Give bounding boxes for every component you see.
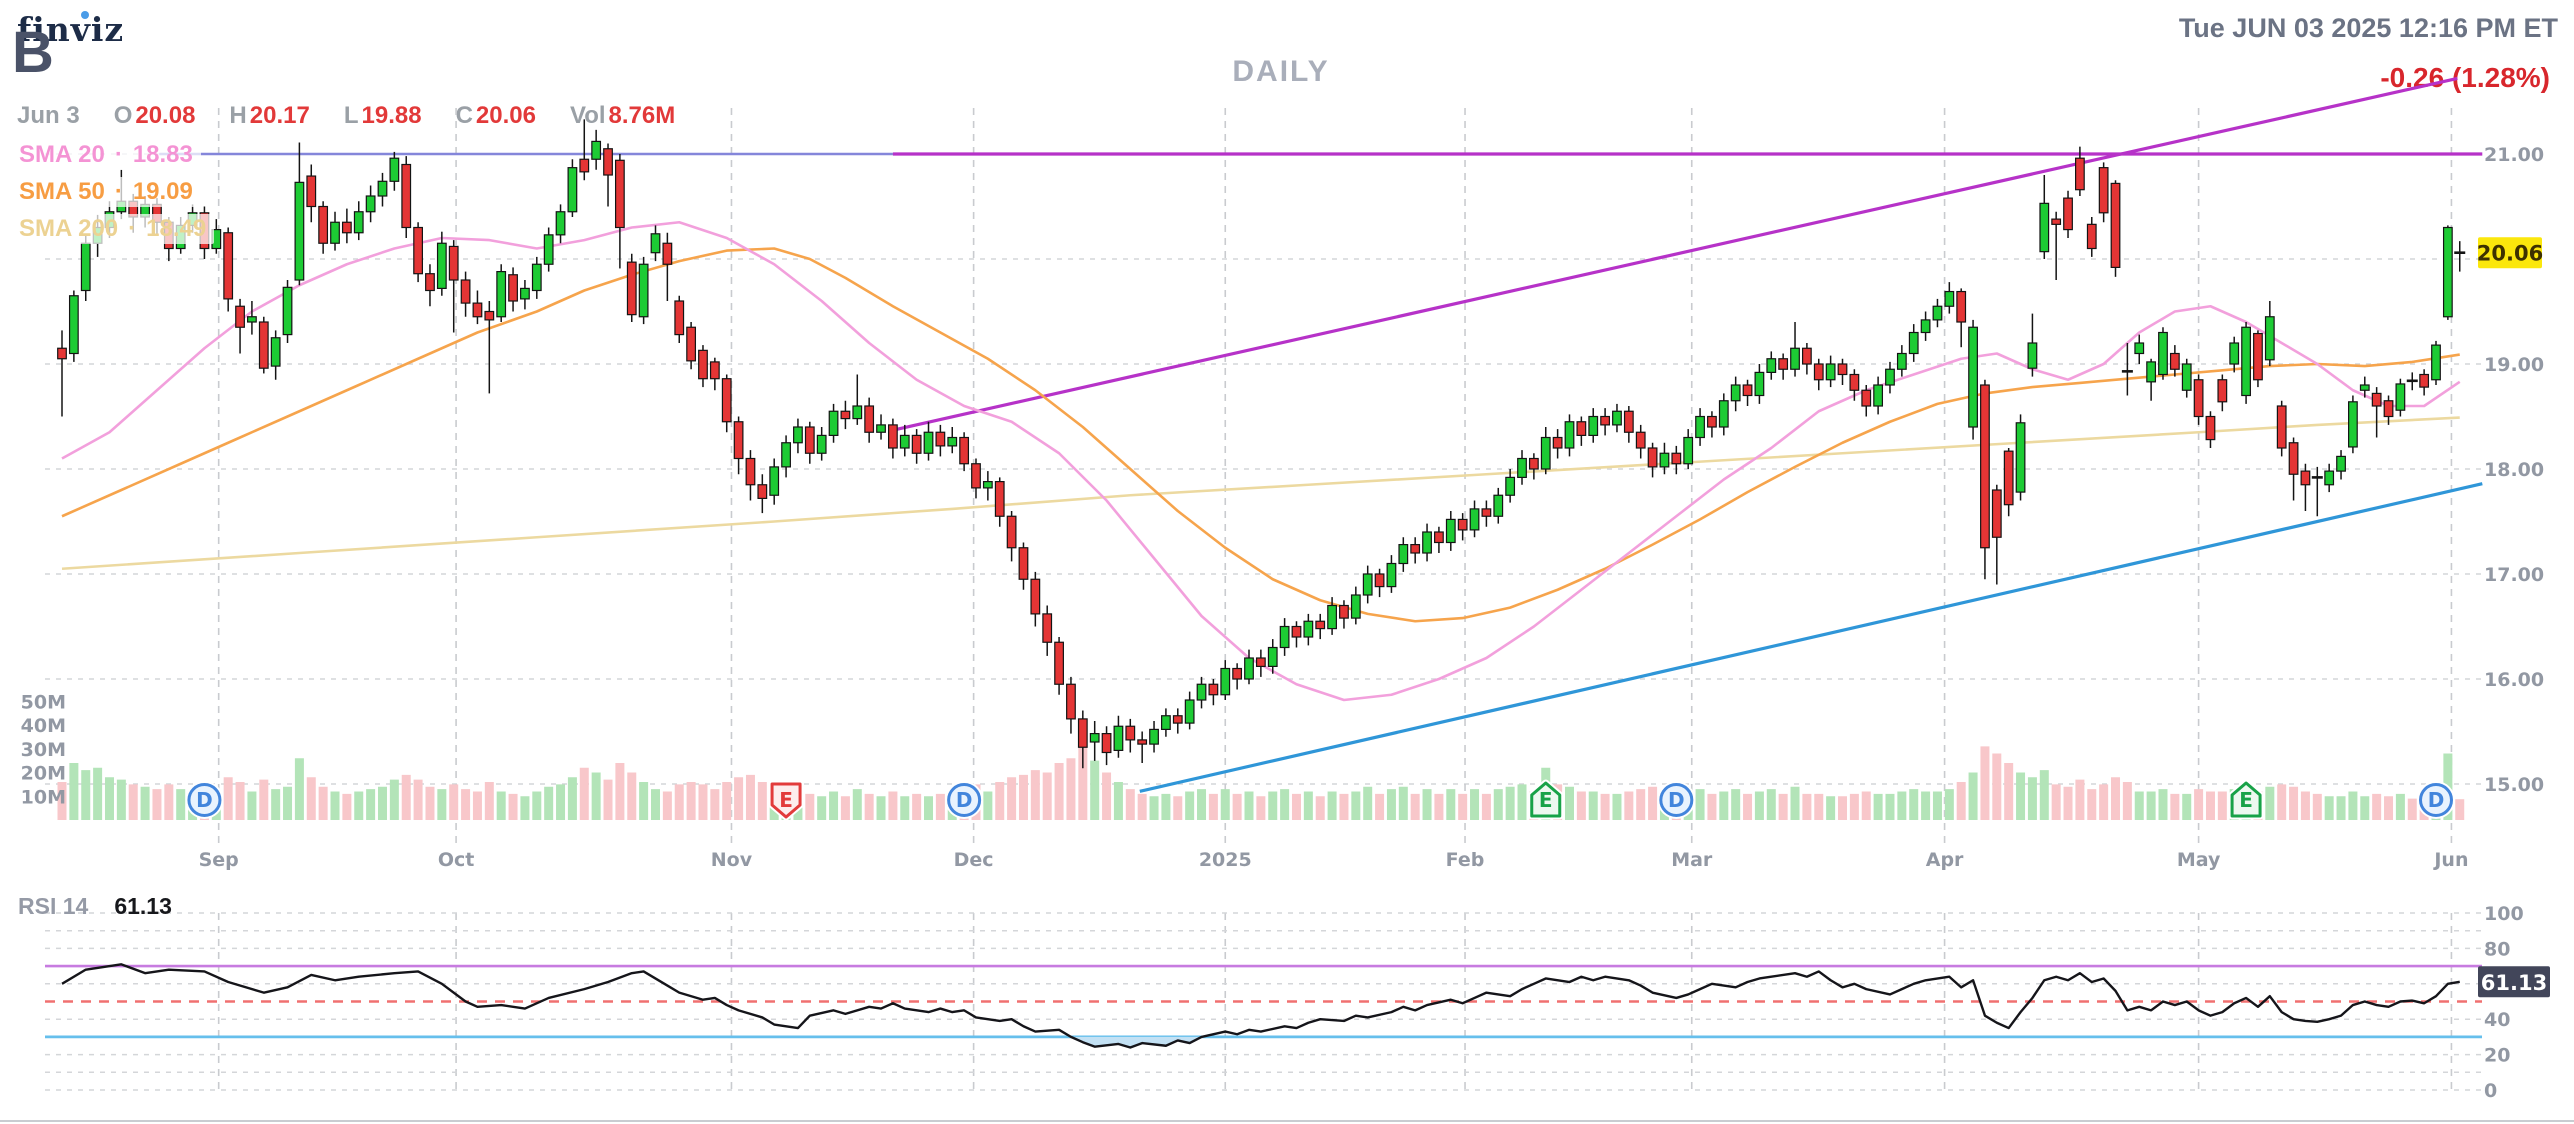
svg-text:30M: 30M [21,739,66,761]
svg-text:May: May [2177,849,2221,871]
svg-text:20M: 20M [21,763,66,785]
trendlines [159,76,2483,793]
volume-bars [57,741,2465,820]
svg-text:D: D [956,788,973,812]
quote-low-key: L [343,102,359,129]
sma20-legend-label: SMA 20 [19,141,105,168]
quote-high-key: H [229,102,247,129]
svg-text:E: E [779,788,793,812]
svg-text:0: 0 [2484,1080,2497,1102]
svg-text:15.00: 15.00 [2484,774,2544,796]
sma20-legend: SMA 20 · 18.83 [17,140,201,170]
sma50-legend-sep: · [114,178,123,205]
logo-i-dot [81,11,89,19]
svg-text:E: E [1539,788,1553,812]
quote-summary: Jun 3 O 20.08 H 20.17 L 19.88 C 20.06 Vo… [17,102,675,130]
svg-text:20.06: 20.06 [2477,242,2543,266]
candlesticks [57,119,2466,769]
svg-text:10M: 10M [21,786,66,808]
svg-text:D: D [196,788,213,812]
svg-text:17.00: 17.00 [2484,564,2544,586]
quote-open-key: O [113,102,133,129]
rsi-indicator-label: RSI 14 61.13 [18,893,172,920]
rsi-gridlines [45,912,2482,1091]
svg-text:Apr: Apr [1926,849,1964,871]
svg-text:100: 100 [2484,903,2524,925]
quote-close-value: 20.06 [475,102,536,129]
svg-text:D: D [2428,788,2445,812]
svg-text:61.13: 61.13 [2481,971,2547,995]
svg-text:40: 40 [2484,1009,2510,1031]
ticker-symbol: B [12,20,54,85]
sma50-legend-label: SMA 50 [19,178,105,205]
svg-text:19.00: 19.00 [2484,354,2544,376]
svg-text:Mar: Mar [1671,849,1713,871]
sma200-legend-sep: · [128,215,137,242]
quote-date: Jun 3 [17,102,80,129]
sma50-legend: SMA 50 · 19.09 [17,177,201,207]
svg-text:Dec: Dec [954,849,994,871]
sma200-legend-label: SMA 200 [19,215,119,242]
quote-low-value: 19.88 [361,102,422,129]
svg-text:Nov: Nov [711,849,753,871]
svg-text:D: D [1668,788,1685,812]
rsi-indicator-name: RSI 14 [18,893,89,919]
quote-volume-value: 8.76M [608,102,676,129]
sma-lines [61,220,2461,702]
quote-open: O 20.08 [114,102,196,130]
svg-text:E: E [2239,788,2253,812]
svg-text:20: 20 [2484,1045,2510,1067]
sma200-legend: SMA 200 · 18.49 [17,214,215,244]
svg-text:16.00: 16.00 [2484,669,2544,691]
rsi-curve [61,963,2460,1049]
quote-close-key: C [455,102,473,129]
svg-text:21.00: 21.00 [2484,144,2544,166]
svg-text:Sep: Sep [199,849,239,871]
svg-text:Feb: Feb [1446,849,1485,871]
svg-text:18.00: 18.00 [2484,459,2544,481]
quote-open-value: 20.08 [135,102,196,129]
quote-volume: Vol 8.76M [570,102,675,130]
sma20-legend-value: 18.83 [132,141,193,168]
sma200-legend-value: 18.49 [146,215,207,242]
bottom-divider [0,1120,2574,1122]
axis-labels: 21.0019.0018.0017.0016.0015.0050M40M30M2… [21,144,2550,1102]
svg-text:2025: 2025 [1199,849,1252,871]
quote-high: H 20.17 [229,102,309,130]
datetime-label: Tue JUN 03 2025 12:16 PM ET [2178,13,2558,43]
sma20-legend-sep: · [114,141,123,168]
svg-text:40M: 40M [21,715,66,737]
svg-text:50M: 50M [21,691,66,713]
rsi-indicator-value: 61.13 [114,893,172,919]
quote-volume-key: Vol [569,102,606,129]
quote-low: L 19.88 [344,102,422,130]
quote-high-value: 20.17 [249,102,310,129]
svg-text:Jun: Jun [2432,849,2468,871]
timeframe-label: DAILY [1232,55,1330,88]
finviz-logo[interactable]: finviz [17,10,125,49]
svg-text:80: 80 [2484,938,2510,960]
sma50-legend-value: 19.09 [132,178,193,205]
svg-text:Oct: Oct [438,849,475,871]
quote-close: C 20.06 [456,102,536,130]
